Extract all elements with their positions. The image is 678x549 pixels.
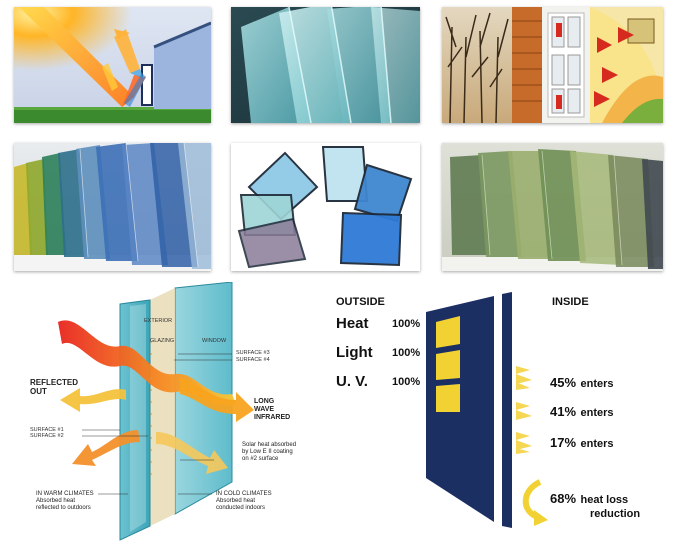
photo-tinted-glass-row bbox=[14, 143, 211, 271]
warm-line2: reflected to outdoors bbox=[36, 505, 91, 511]
cold-line1: Absorbed heat bbox=[216, 498, 256, 504]
house-window-illustration bbox=[442, 7, 663, 123]
solar-line3: on #2 surface bbox=[242, 456, 279, 462]
photo-sun-reflection bbox=[14, 7, 211, 123]
row-light-inside-word: enters bbox=[580, 407, 614, 419]
tinted-glass-row-illustration bbox=[14, 143, 211, 271]
row-heat-inside: 45% enters bbox=[550, 374, 614, 392]
surface1-label: SURFACE #1 bbox=[30, 427, 64, 433]
row-uv-name: U. V. bbox=[336, 373, 368, 390]
exterior-label: EXTERIOR bbox=[144, 318, 173, 324]
warm-title: IN WARM CLIMATES bbox=[36, 491, 94, 497]
glazing-label: GLAZING bbox=[150, 338, 175, 344]
photo-glass-sheets-green bbox=[231, 7, 420, 123]
row-uv-inside: 17% enters bbox=[550, 434, 614, 452]
row-light-inside-pct: 41% bbox=[550, 404, 577, 419]
row-heat-inside-pct: 45% bbox=[550, 375, 577, 390]
row-light-inside: 41% enters bbox=[550, 403, 614, 421]
warm-climates-note: IN WARM CLIMATES Absorbed heat reflected… bbox=[36, 491, 94, 512]
reflected-out-label: REFLECTED OUT bbox=[30, 378, 78, 396]
row-heat-outside: 100% bbox=[392, 318, 421, 330]
reflected-line1: REFLECTED bbox=[30, 378, 78, 387]
photo-scattered-glass-panes bbox=[231, 143, 420, 271]
warm-line1: Absorbed heat bbox=[36, 498, 76, 504]
window-label: WINDOW bbox=[202, 338, 227, 344]
outside-header: OUTSIDE bbox=[336, 296, 385, 308]
inside-header: INSIDE bbox=[552, 296, 589, 308]
heat-loss-pct: 68% bbox=[550, 491, 577, 506]
infrared-line2: WAVE bbox=[254, 406, 275, 413]
infrared-line1: LONG bbox=[254, 398, 275, 405]
green-glass-samples-illustration bbox=[442, 143, 663, 271]
glass-pane-cross-section bbox=[426, 292, 548, 528]
surface4-label: SURFACE #4 bbox=[236, 357, 270, 363]
scattered-glass-panes-illustration bbox=[231, 143, 420, 271]
solar-line2: by Low E II coating bbox=[242, 449, 293, 455]
sun-reflection-illustration bbox=[14, 7, 211, 123]
infrared-line3: INFRARED bbox=[254, 414, 291, 421]
heat-loss-line1: heat loss bbox=[580, 494, 629, 506]
glass-sheets-illustration bbox=[231, 7, 420, 123]
solar-line1: Solar heat absorbed bbox=[242, 442, 297, 448]
cold-line2: conducted indoors bbox=[216, 505, 266, 511]
photo-green-glass-samples bbox=[442, 143, 663, 271]
row-light-outside: 100% bbox=[392, 347, 421, 359]
photo-house-window bbox=[442, 7, 663, 123]
low-e-window-diagram: EXTERIOR GLAZING WINDOW SURFACE #3 SURFA… bbox=[0, 282, 330, 549]
surface3-label: SURFACE #3 bbox=[236, 350, 270, 356]
row-heat-name: Heat bbox=[336, 315, 369, 332]
row-uv-inside-word: enters bbox=[580, 438, 614, 450]
heat-loss-block: 68% heat loss reduction bbox=[550, 492, 640, 521]
row-heat-inside-word: enters bbox=[580, 378, 614, 390]
cold-climates-note: IN COLD CLIMATES Absorbed heat conducted… bbox=[216, 491, 272, 512]
heat-loss-line2: reduction bbox=[590, 508, 641, 520]
reflected-line2: OUT bbox=[30, 387, 47, 396]
transmission-diagram: OUTSIDE INSIDE Heat 100% Light 100% U. V… bbox=[330, 282, 678, 549]
row-uv-inside-pct: 17% bbox=[550, 435, 577, 450]
row-light-name: Light bbox=[336, 344, 373, 361]
surface2-label: SURFACE #2 bbox=[30, 433, 64, 439]
cold-title: IN COLD CLIMATES bbox=[216, 491, 272, 497]
low-e-window-drawing bbox=[58, 282, 254, 541]
solar-heat-note: Solar heat absorbed by Low E II coating … bbox=[242, 442, 296, 463]
long-wave-infrared-label: LONG WAVE INFRARED bbox=[254, 398, 290, 422]
row-uv-outside: 100% bbox=[392, 376, 421, 388]
